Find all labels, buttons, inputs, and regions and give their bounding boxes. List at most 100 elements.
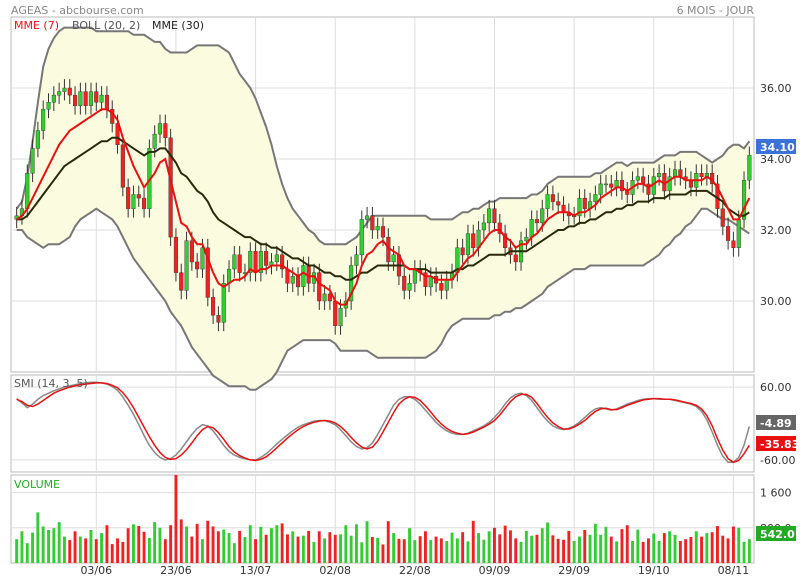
volume-bar — [243, 537, 247, 563]
volume-bar — [519, 541, 523, 563]
volume-bar — [455, 538, 459, 563]
candle-up — [349, 265, 354, 302]
candle-down — [556, 201, 561, 206]
candle-up — [338, 307, 343, 327]
candle-up — [51, 94, 56, 103]
candle-down — [402, 276, 407, 291]
candle-up — [152, 133, 157, 149]
volume-bar — [312, 541, 316, 563]
x-tick-label: 09/09 — [479, 564, 511, 577]
candle-up — [57, 91, 62, 96]
volume-bar — [392, 533, 396, 563]
candle-down — [104, 94, 109, 110]
volume-bar — [482, 539, 486, 563]
volume-bar — [94, 539, 98, 563]
smi-signal-line — [16, 382, 750, 464]
volume-bar — [742, 541, 746, 563]
volume-bar — [339, 534, 342, 563]
volume-bar — [264, 534, 268, 563]
volume-bar — [631, 541, 634, 563]
candle-up — [62, 87, 67, 92]
candle-up — [407, 283, 412, 291]
candle-down — [327, 293, 332, 302]
volume-bar — [716, 526, 719, 563]
volume-bar — [296, 536, 300, 563]
candle-up — [131, 194, 136, 209]
volume-bar — [429, 540, 433, 563]
volume-bar — [291, 531, 295, 563]
volume-bar — [286, 534, 289, 563]
volume-bar — [84, 538, 88, 563]
volume-bar — [41, 526, 45, 563]
candle-down — [264, 251, 269, 266]
volume-bar — [678, 541, 682, 563]
candle-down — [439, 283, 444, 291]
volume-bar — [201, 539, 204, 563]
volume-bar — [360, 542, 364, 563]
candle-down — [561, 204, 566, 213]
volume-bar — [615, 541, 619, 563]
smi-line — [16, 381, 751, 464]
volume-bar — [73, 531, 77, 563]
candle-up — [747, 155, 752, 181]
candle-down — [210, 297, 216, 316]
candle-down — [688, 180, 693, 188]
volume-bar — [487, 531, 491, 563]
volume-bar — [530, 535, 534, 563]
candle-down — [83, 91, 88, 106]
volume-bar — [673, 534, 677, 563]
candle-down — [726, 226, 731, 241]
candle-down — [141, 197, 147, 209]
candle-up — [322, 293, 327, 302]
volume-bar — [540, 528, 544, 563]
candle-up — [487, 208, 492, 224]
candle-down — [423, 272, 428, 288]
bollinger-lower — [16, 207, 750, 391]
volume-bar — [333, 534, 337, 563]
volume-bar — [445, 541, 449, 563]
volume-bar — [232, 543, 236, 563]
volume-bar — [25, 543, 29, 563]
volume-bar — [684, 539, 688, 563]
candle-up — [290, 276, 295, 284]
axis-labels: 03/06 23/06 13/07 02/08 22/08 09/09 29/09 19/10… — [80, 82, 795, 577]
candle-down — [370, 215, 375, 231]
candle-up — [614, 180, 619, 188]
volume-bar — [668, 531, 672, 563]
volume-bar — [68, 540, 72, 563]
volume-bar — [169, 525, 173, 563]
candle-down — [317, 272, 322, 302]
volume-bar — [625, 525, 629, 563]
volume-bar — [710, 532, 714, 563]
volume-bar — [434, 536, 438, 563]
volume-bar — [275, 525, 279, 563]
candle-up — [375, 226, 380, 231]
volume-bar — [89, 530, 93, 563]
candle-down — [216, 315, 221, 323]
candle-up — [603, 183, 608, 186]
volume-bar — [174, 475, 178, 563]
legend-boll: BOLL (20, 2) — [72, 19, 140, 32]
volume-bar — [195, 523, 199, 563]
smi-value: -4.89 — [760, 417, 792, 430]
volume-bar — [466, 541, 470, 563]
candle-up — [465, 233, 471, 256]
volume-bar — [477, 533, 480, 563]
volume-bar — [493, 527, 496, 563]
volume-bar — [15, 539, 19, 563]
bollinger-upper — [15, 26, 751, 246]
volume-bar — [471, 520, 475, 563]
candle-up — [354, 254, 359, 266]
moving-averages — [16, 108, 751, 306]
candle-up — [545, 194, 550, 209]
volume-bar — [726, 538, 730, 563]
candle-up — [391, 254, 396, 263]
volume-bar — [110, 544, 114, 563]
volume-bar — [20, 531, 24, 563]
candle-down — [120, 144, 125, 188]
mme7-line — [16, 108, 751, 306]
volume-bar — [593, 523, 597, 563]
candle-down — [280, 254, 285, 270]
smi-panel-frame — [10, 374, 755, 473]
volume-bars — [15, 475, 751, 563]
